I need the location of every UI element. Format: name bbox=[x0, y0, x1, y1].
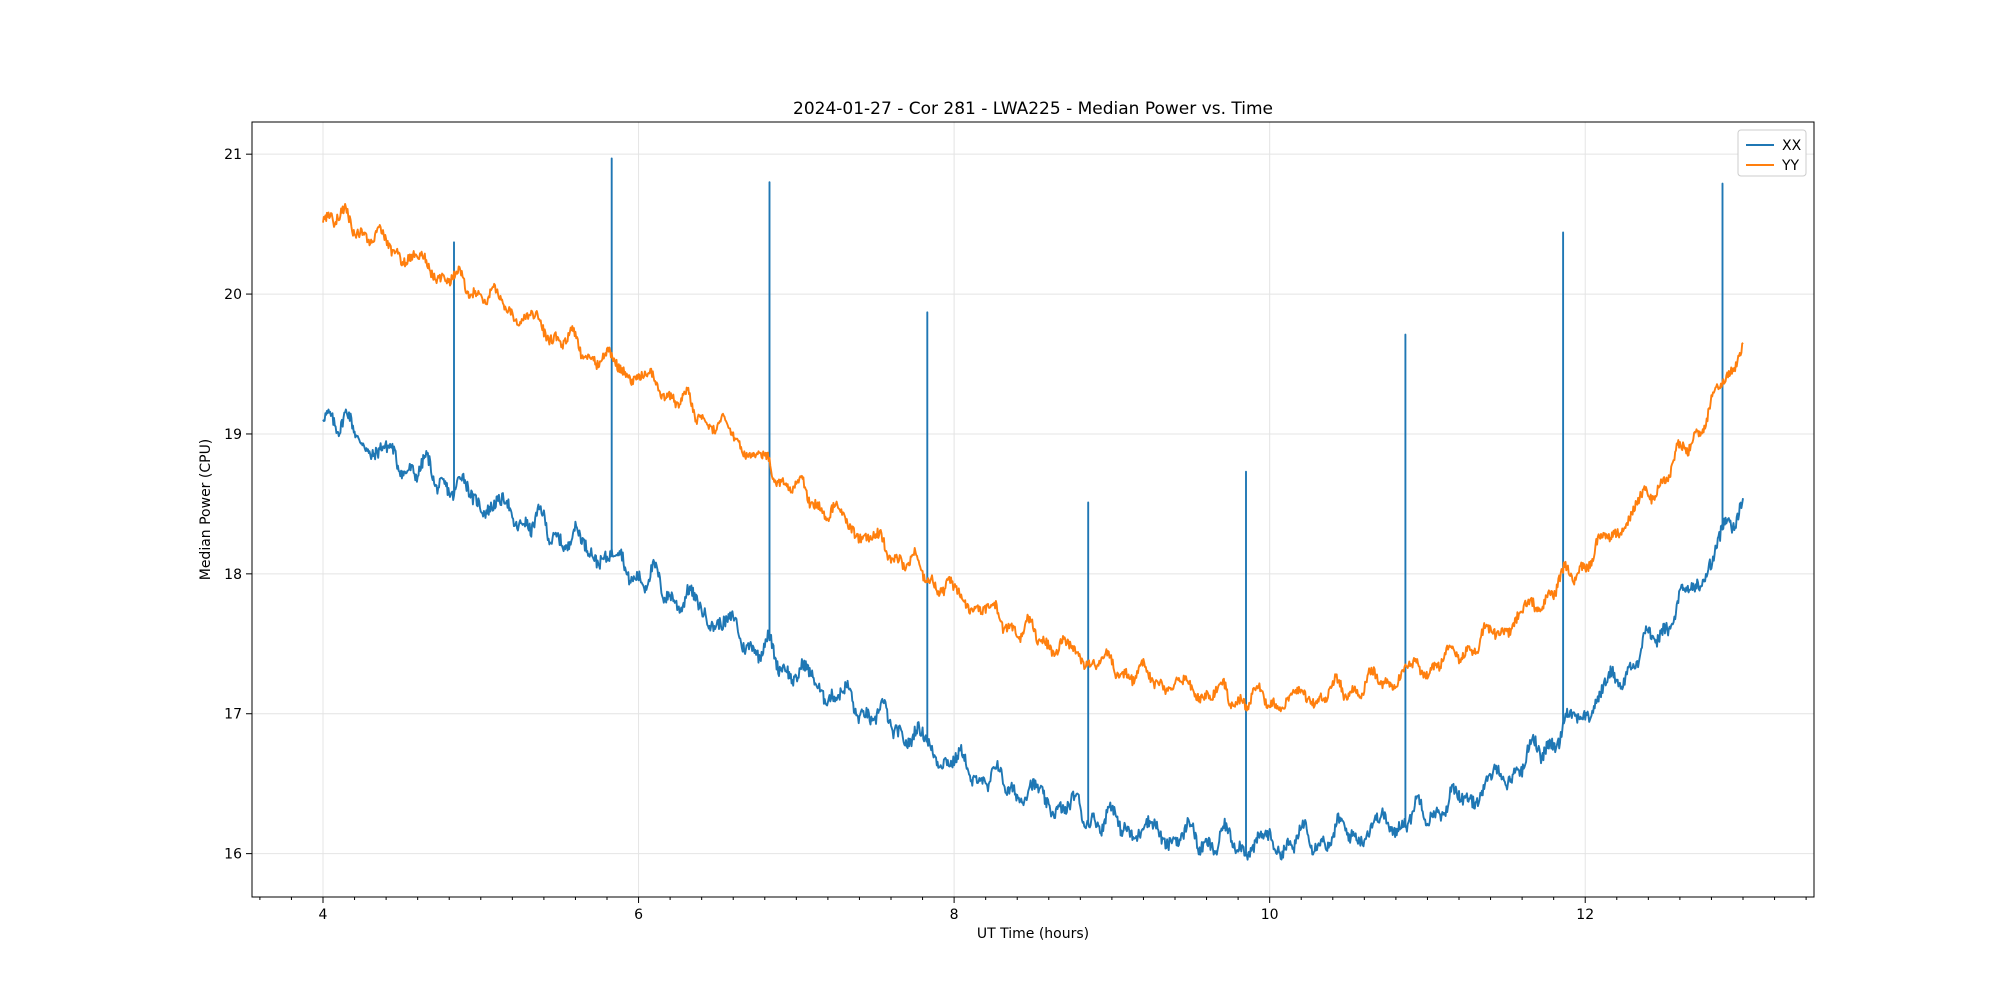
x-tick-label: 10 bbox=[1261, 907, 1279, 923]
grid bbox=[252, 122, 1814, 897]
x-tick-label: 8 bbox=[950, 907, 959, 923]
y-axis-label: Median Power (CPU) bbox=[198, 439, 214, 581]
plot-frame bbox=[251, 121, 1815, 898]
y-tick-label: 17 bbox=[224, 707, 242, 723]
y-tick-label: 21 bbox=[224, 147, 242, 163]
plot-lines bbox=[322, 157, 1744, 861]
x-tick-label: 12 bbox=[1576, 907, 1594, 923]
series-line-xx bbox=[322, 157, 1744, 861]
chart-title: 2024-01-27 - Cor 281 - LWA225 - Median P… bbox=[793, 99, 1273, 119]
y-tick-label: 18 bbox=[224, 567, 242, 583]
legend: XX YY bbox=[1737, 129, 1807, 177]
y-tick-label: 19 bbox=[224, 427, 242, 443]
axis-ticks: 4 6 8 10 12 16 17 18 19 20 21 bbox=[224, 147, 1807, 923]
x-tick-label: 6 bbox=[634, 907, 643, 923]
legend-label-xx: XX bbox=[1782, 138, 1802, 154]
legend-label-yy: YY bbox=[1781, 158, 1800, 174]
y-tick-label: 16 bbox=[224, 847, 242, 863]
x-tick-label: 4 bbox=[319, 907, 328, 923]
y-tick-label: 20 bbox=[224, 287, 242, 303]
x-axis-label: UT Time (hours) bbox=[977, 926, 1089, 942]
series-line-yy bbox=[322, 202, 1744, 713]
